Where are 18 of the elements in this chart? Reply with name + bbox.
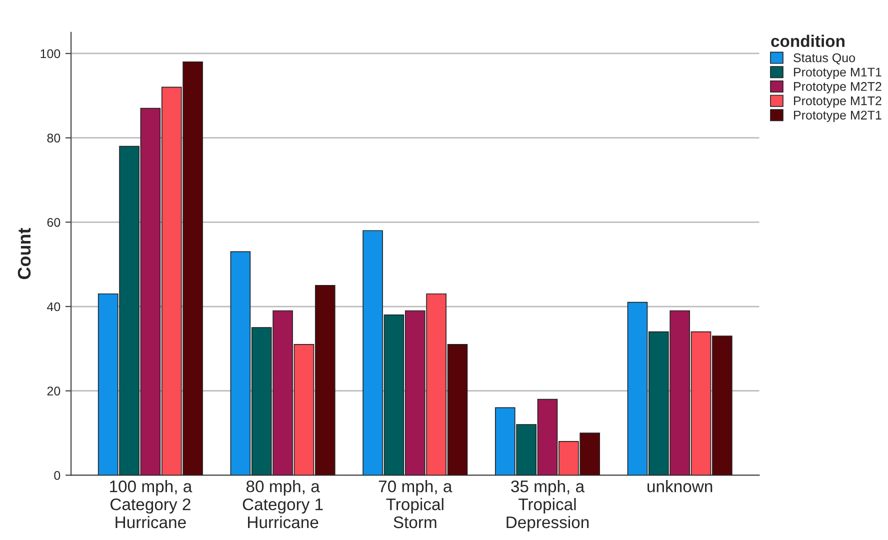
legend-label: Prototype M2T1 <box>794 110 882 122</box>
y-tick-label: 60 <box>47 218 60 227</box>
y-tick-label: 80 <box>47 134 60 142</box>
legend-label: Prototype M1T1 <box>794 68 882 80</box>
x-tick-label: 80 mph, a Category 1 Hurricane <box>242 480 323 528</box>
x-tick-label: 100 mph, a Category 2 Hurricane <box>110 480 192 528</box>
x-tick-label: unknown <box>648 480 712 492</box>
y-axis-title: Count <box>18 228 31 280</box>
legend-label: Prototype M2T2 <box>794 82 882 94</box>
legend-title: condition <box>771 34 844 48</box>
legend-label: Prototype M1T2 <box>794 96 882 108</box>
y-tick-label: 20 <box>47 386 60 396</box>
y-tick-label: 40 <box>47 302 60 312</box>
x-tick-label: 35 mph, a Tropical Depression <box>506 480 589 532</box>
y-tick-label: 100 <box>40 49 60 58</box>
x-tick-label: 70 mph, a Tropical Storm <box>378 480 452 528</box>
legend-label: Status Quo <box>794 53 856 64</box>
y-tick-label: 0 <box>54 471 60 480</box>
